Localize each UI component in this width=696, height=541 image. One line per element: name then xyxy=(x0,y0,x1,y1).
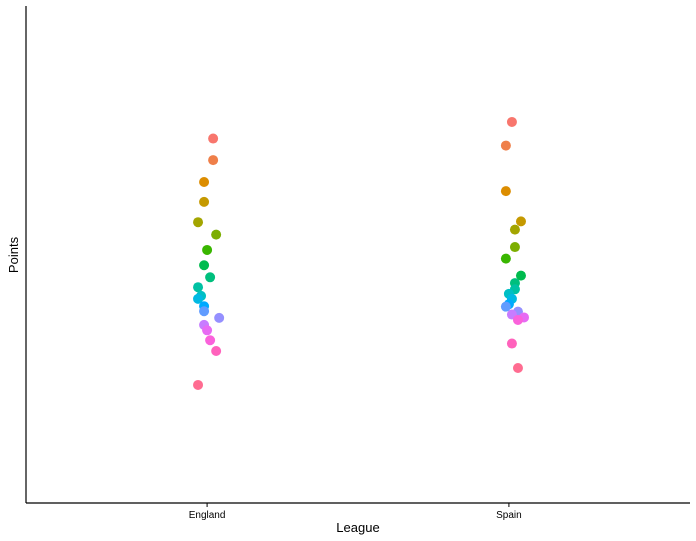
data-point-spain xyxy=(506,116,517,127)
data-point-england xyxy=(193,379,204,390)
x-tick-label-england: England xyxy=(189,510,226,521)
data-point-england xyxy=(193,293,204,304)
data-point-spain xyxy=(512,362,523,373)
x-tick-label-spain: Spain xyxy=(496,510,522,521)
data-point-england xyxy=(211,346,222,357)
data-point-england xyxy=(202,244,213,255)
data-point-spain xyxy=(515,216,526,227)
data-point-england xyxy=(205,335,216,346)
data-point-spain xyxy=(500,253,511,264)
data-point-spain xyxy=(506,338,517,349)
data-point-spain xyxy=(500,140,511,151)
points-layer xyxy=(193,116,529,390)
data-point-england xyxy=(199,177,210,188)
data-point-england xyxy=(202,325,213,336)
data-point-england xyxy=(205,272,216,283)
data-point-england xyxy=(193,282,204,293)
x-axis-title: League xyxy=(336,520,379,535)
data-point-spain xyxy=(512,314,523,325)
tick-layer: England Spain xyxy=(189,503,522,521)
data-point-england xyxy=(199,260,210,271)
data-point-spain xyxy=(500,301,511,312)
data-point-england xyxy=(208,155,219,166)
data-point-england xyxy=(208,133,219,144)
data-point-spain xyxy=(509,242,520,253)
y-axis-title: Points xyxy=(6,236,21,273)
data-point-spain xyxy=(515,270,526,281)
data-point-england xyxy=(193,217,204,228)
data-point-spain xyxy=(509,224,520,235)
data-point-england xyxy=(199,196,210,207)
data-point-england xyxy=(211,229,222,240)
data-point-england xyxy=(214,312,225,323)
data-point-england xyxy=(199,306,210,317)
data-point-spain xyxy=(500,186,511,197)
